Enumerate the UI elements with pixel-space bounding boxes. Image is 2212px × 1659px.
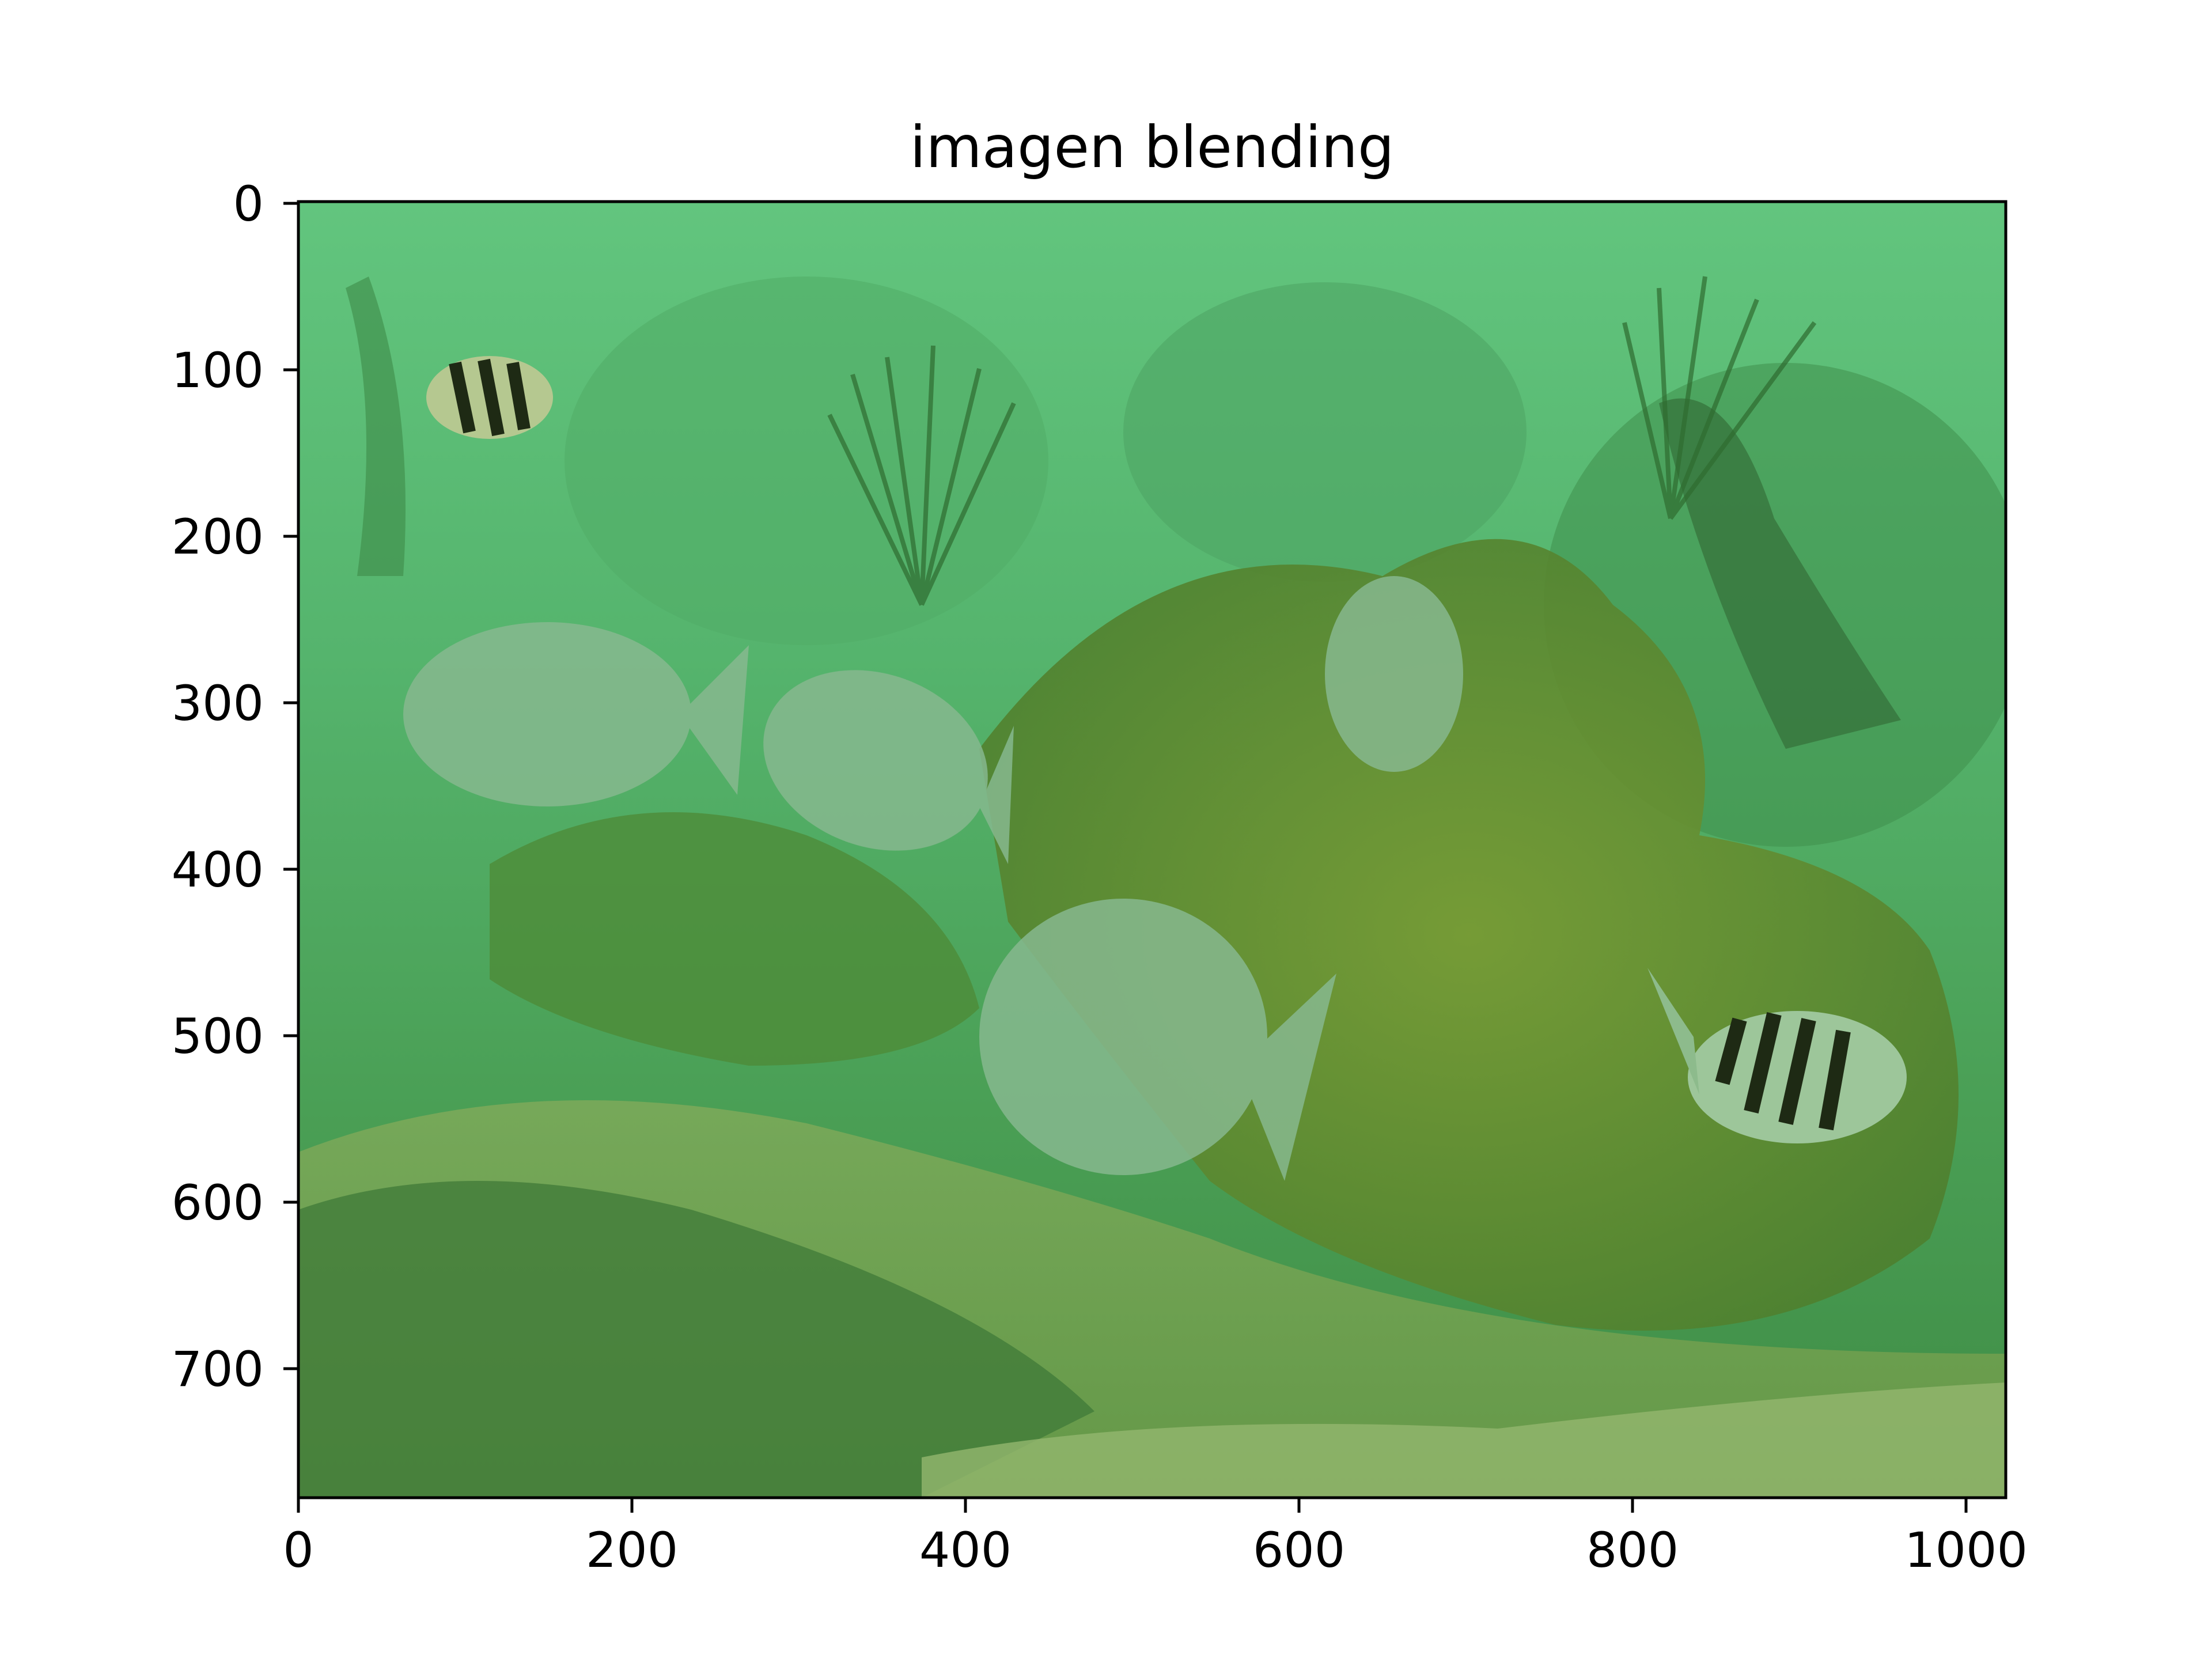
- x-tick-label: 1000: [1904, 1522, 2028, 1578]
- y-tick-label: 600: [172, 1175, 264, 1231]
- y-tick-label: 200: [172, 509, 264, 565]
- y-tick-label: 500: [172, 1008, 264, 1065]
- striped-fish: [426, 356, 1907, 1143]
- y-tick-label: 0: [233, 176, 264, 232]
- chart-title: imagen blending: [910, 113, 1395, 181]
- x-tick-label: 0: [283, 1522, 313, 1578]
- y-tick-label: 300: [172, 675, 264, 732]
- x-tick-label: 800: [1586, 1522, 1679, 1578]
- axes-frame: [297, 200, 2008, 1499]
- y-tick-label: 100: [172, 342, 264, 399]
- x-axis: 0 200 400 600 800 1000: [283, 1498, 2028, 1578]
- y-tick-label: 700: [172, 1341, 264, 1397]
- x-tick-label: 200: [586, 1522, 678, 1578]
- y-axis: 0 100 200 300 400 500 600 700: [172, 176, 298, 1397]
- x-tick-label: 600: [1253, 1522, 1345, 1578]
- x-tick-label: 400: [919, 1522, 1012, 1578]
- underwater-reef-photo: [298, 202, 2006, 1498]
- y-tick-label: 400: [172, 842, 264, 898]
